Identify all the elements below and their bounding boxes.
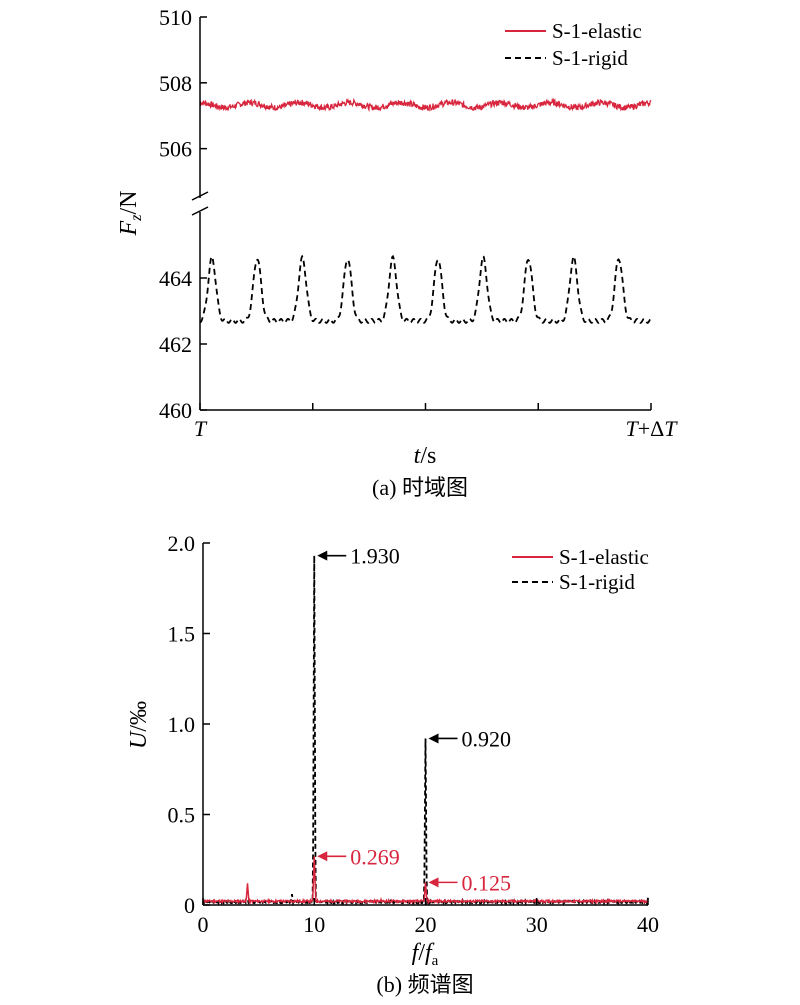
annotation-label: 0.920 — [462, 726, 512, 751]
panel-b-x-tick-label: 20 — [415, 912, 437, 937]
peak-annotation: 0.269 — [317, 844, 400, 869]
annotation-arrow-head — [428, 877, 439, 888]
peak-annotation: 0.125 — [428, 870, 512, 895]
panel-b-legend: S-1-elastic S-1-rigid — [512, 545, 649, 594]
panel-a-y-tick-label: 508 — [159, 71, 192, 96]
panel-a-y-tick-label: 506 — [159, 137, 192, 162]
panel-a-series — [199, 97, 652, 324]
panel-b-x-label: f/fa — [412, 940, 439, 969]
panel-b-y-tick-label: 1.5 — [168, 622, 196, 647]
panel-b-caption: (b) 频谱图 — [376, 972, 473, 997]
panel-a-y-label: Fz/N — [116, 191, 145, 237]
annotation-label: 0.125 — [462, 870, 512, 895]
annotation-arrow-head — [428, 733, 439, 744]
panel-a-time-domain: 506 508 510 460 462 464 T T+ΔT Fz/N t/s (a) 时… — [116, 5, 678, 500]
panel-b-spectrum: 0 10 20 30 40 0 0.5 1.0 1.5 2.0 1.930 0.920 0.269 0.… — [126, 531, 659, 997]
series-line-rigid — [199, 254, 652, 324]
panel-b-y-tick-label: 2.0 — [168, 531, 196, 556]
panel-b-x-tick-label: 30 — [526, 912, 548, 937]
panel-b-y-label: U/‰ — [126, 701, 152, 749]
panel-a-x-tick-end: T+ΔT — [625, 416, 678, 441]
panel-b-y-tick-label: 0 — [184, 893, 195, 918]
panel-a-y-tick-label: 462 — [159, 332, 192, 357]
panel-a-ticks: 506 508 510 460 462 464 — [159, 5, 652, 423]
series-line-elastic — [199, 97, 652, 113]
axis-break-mark — [191, 191, 209, 216]
panel-b-series — [202, 555, 649, 907]
annotation-label: 1.930 — [350, 544, 400, 569]
legend-label-rigid: S-1-rigid — [552, 46, 628, 70]
panel-a-y-tick-label: 510 — [159, 5, 192, 30]
panel-b-annotations: 1.930 0.920 0.269 0.125 — [317, 544, 512, 895]
panel-a-x-label: t/s — [414, 443, 437, 469]
panel-b-y-tick-label: 0.5 — [168, 803, 196, 828]
panel-b-x-tick-label: 0 — [198, 912, 209, 937]
series-line-elastic — [202, 856, 649, 906]
panel-a-legend: S-1-elastic S-1-rigid — [505, 19, 642, 70]
peak-annotation: 1.930 — [317, 544, 400, 569]
panel-b-ticks: 0 10 20 30 40 0 0.5 1.0 1.5 2.0 — [168, 531, 660, 937]
legend-label-elastic: S-1-elastic — [559, 545, 649, 569]
panel-a-caption: (a) 时域图 — [372, 475, 468, 500]
panel-b-x-tick-label: 10 — [303, 912, 325, 937]
panel-a-y-tick-label: 460 — [159, 398, 192, 423]
series-line-rigid — [202, 555, 649, 907]
legend-label-rigid: S-1-rigid — [559, 570, 635, 594]
legend-label-elastic: S-1-elastic — [552, 19, 642, 43]
panel-b-y-tick-label: 1.0 — [168, 712, 196, 737]
annotation-arrow-head — [317, 550, 328, 561]
panel-a-x-tick-start: T — [194, 416, 208, 441]
peak-annotation: 0.920 — [428, 726, 512, 751]
annotation-arrow-head — [317, 851, 328, 862]
annotation-label: 0.269 — [350, 844, 400, 869]
panel-a-y-tick-label: 464 — [159, 266, 192, 291]
panel-b-x-tick-label: 40 — [637, 912, 659, 937]
